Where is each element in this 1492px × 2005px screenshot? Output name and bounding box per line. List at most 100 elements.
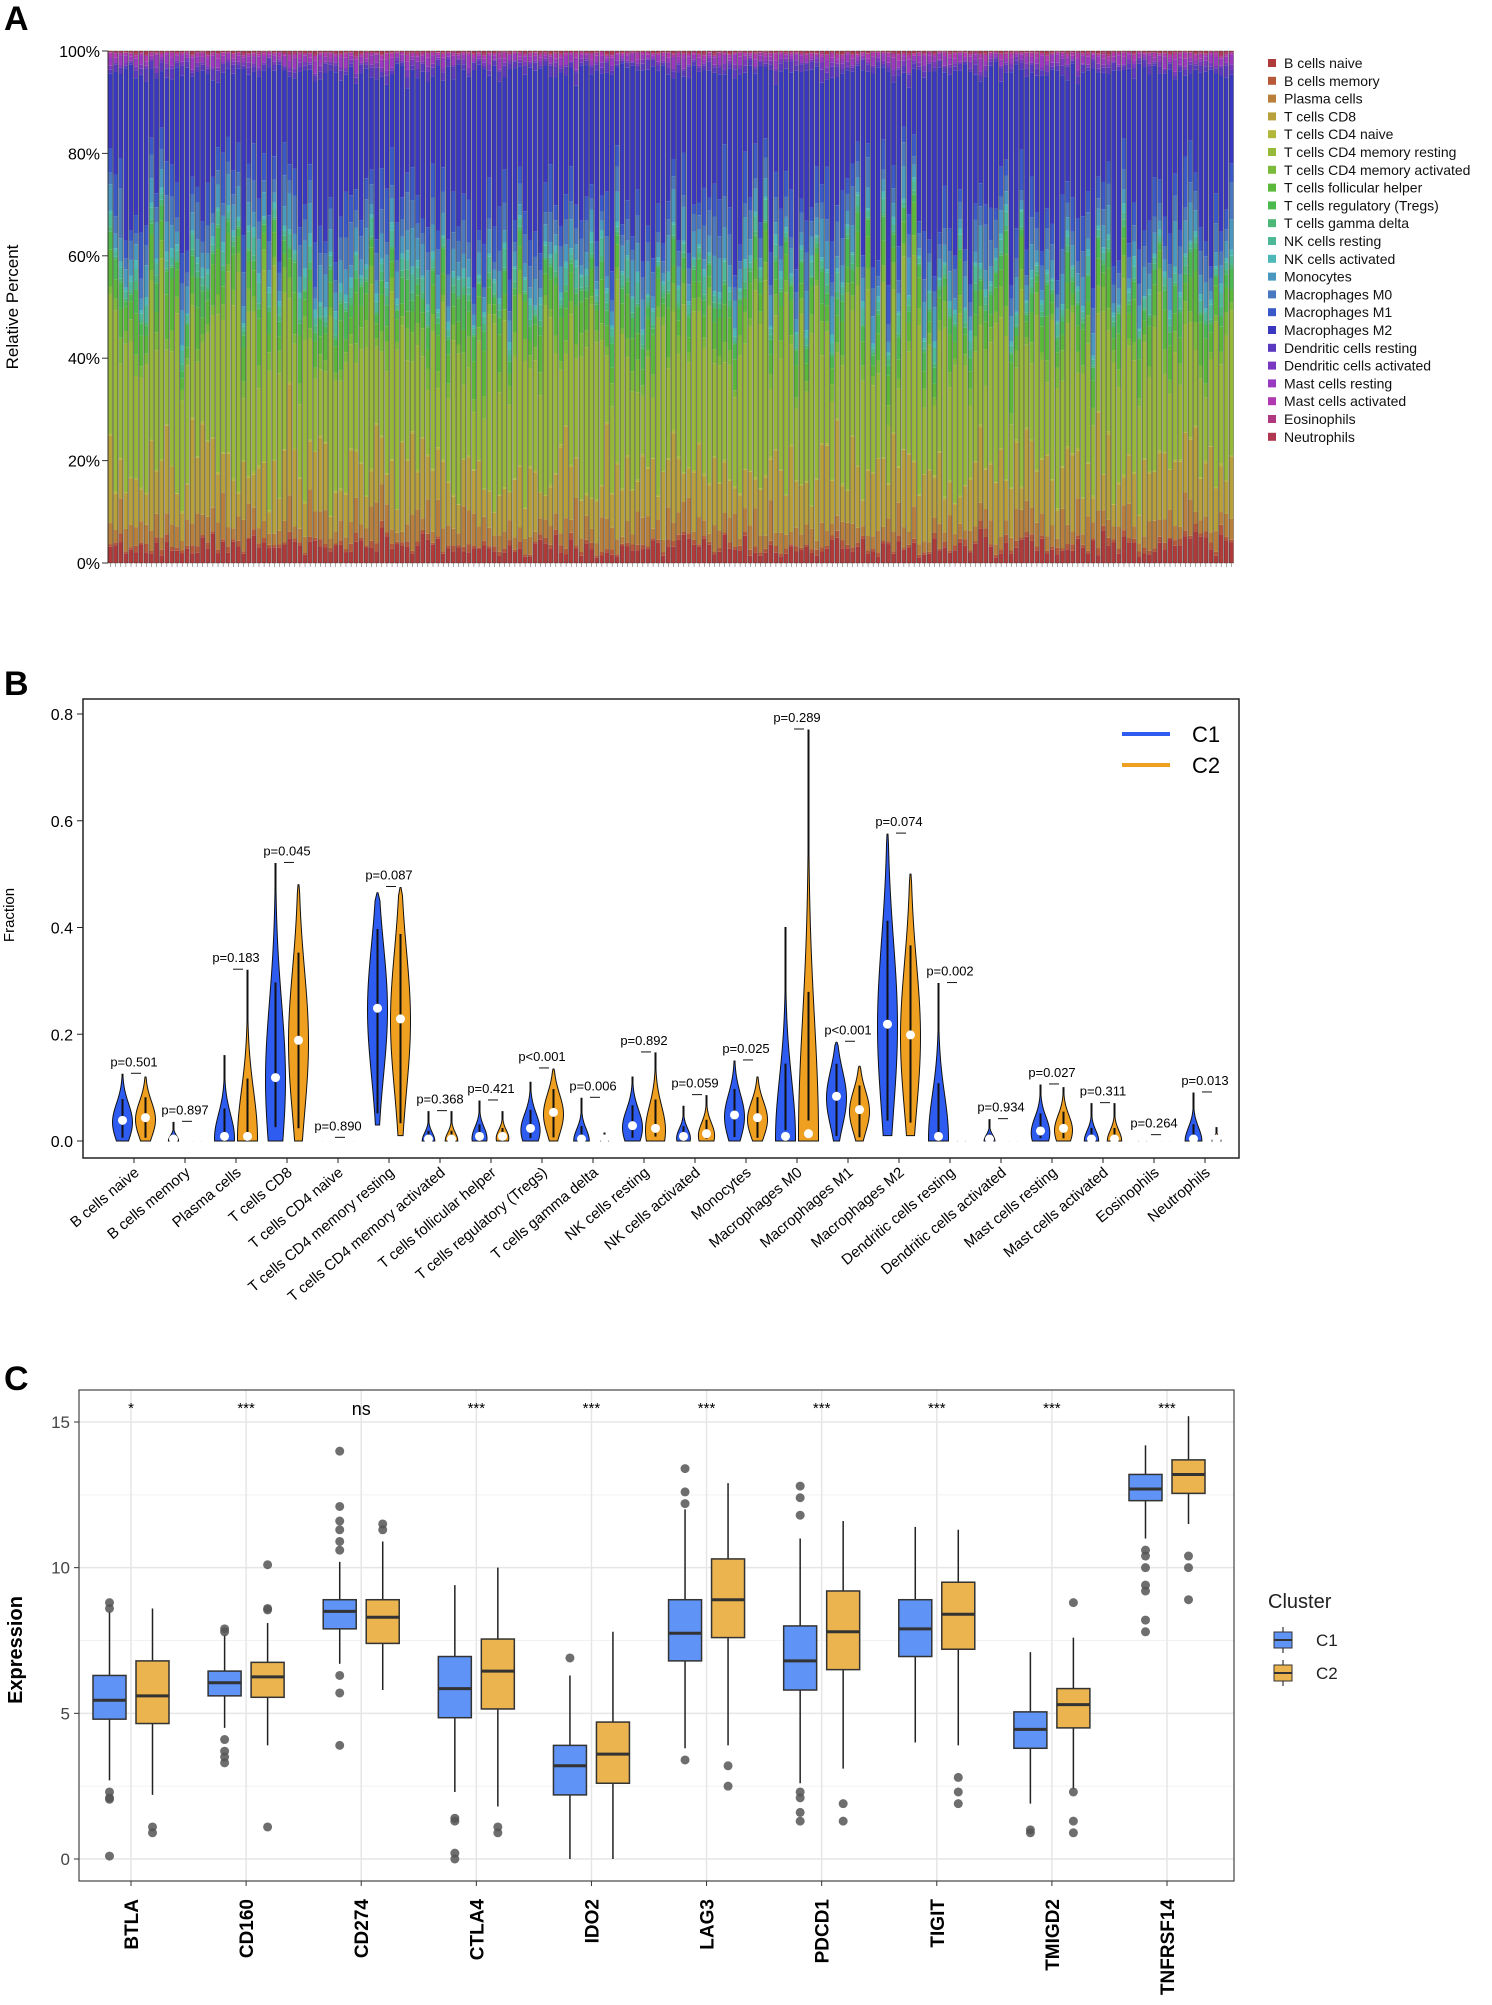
bar-segment — [236, 52, 241, 53]
bar-segment — [835, 515, 840, 531]
bar-segment — [266, 215, 272, 242]
bar-segment — [609, 325, 615, 329]
bar-segment — [717, 309, 722, 319]
bar-segment — [737, 297, 743, 300]
bar-segment — [379, 437, 384, 485]
bar-segment — [144, 305, 149, 323]
bar-segment — [313, 73, 318, 76]
bar-segment — [369, 547, 374, 563]
bar-segment — [737, 538, 743, 546]
bar-segment — [328, 64, 333, 71]
bar-segment — [696, 65, 702, 68]
bar-segment — [1106, 60, 1111, 65]
bar-segment — [1121, 238, 1127, 256]
bar-segment — [179, 345, 185, 351]
bar-segment — [998, 51, 1004, 54]
bar-segment — [932, 51, 937, 54]
bar-segment — [328, 53, 333, 58]
bar-segment — [364, 347, 369, 496]
bar-segment — [604, 191, 610, 237]
bar-segment — [973, 60, 978, 65]
bar-segment — [1039, 75, 1045, 252]
bar-segment — [712, 67, 717, 73]
bar-segment — [615, 53, 620, 55]
bar-segment — [154, 350, 159, 470]
bar-segment — [512, 266, 517, 269]
bar-segment — [128, 319, 134, 341]
bar-segment — [860, 59, 865, 71]
bar-segment — [287, 164, 292, 181]
bar-segment — [891, 216, 896, 225]
bar-segment — [256, 221, 262, 240]
bar-segment — [978, 53, 983, 55]
bar-segment — [599, 51, 604, 52]
bar-segment — [364, 199, 369, 229]
bar-segment — [1162, 216, 1167, 247]
bar-segment — [666, 293, 671, 308]
bar-segment — [1065, 52, 1070, 55]
panel-a-y-axis-title: Relative Percent — [3, 244, 22, 369]
bar-segment — [364, 528, 369, 546]
bar-segment — [707, 52, 712, 56]
bar-segment — [635, 306, 640, 334]
bar-segment — [906, 454, 912, 532]
bar-segment — [998, 252, 1004, 256]
bar-segment — [886, 425, 891, 484]
bar-segment — [522, 301, 528, 339]
bar-segment — [512, 242, 517, 252]
bar-segment — [190, 72, 195, 77]
bar-segment — [461, 295, 466, 330]
bar-segment — [1034, 228, 1040, 251]
bar-segment — [922, 348, 927, 353]
bar-segment — [389, 198, 395, 223]
bar-segment — [471, 361, 477, 400]
bar-segment — [128, 547, 134, 550]
bar-segment — [502, 309, 507, 321]
bar-segment — [533, 256, 538, 280]
bar-segment — [200, 51, 205, 53]
bar-segment — [1126, 51, 1132, 53]
bar-segment — [681, 152, 686, 196]
bar-segment — [717, 318, 722, 356]
bar-segment — [737, 355, 743, 494]
bar-segment — [768, 252, 773, 286]
bar-segment — [481, 55, 487, 59]
bar-segment — [589, 51, 594, 54]
bar-segment — [758, 324, 763, 489]
bar-segment — [1003, 520, 1009, 535]
bar-segment — [430, 468, 436, 471]
bar-segment — [272, 53, 277, 56]
bar-segment — [313, 340, 318, 368]
bar-segment — [113, 259, 118, 280]
bar-segment — [1050, 52, 1055, 54]
bar-segment — [722, 304, 727, 343]
bar-segment — [824, 445, 830, 531]
bar-segment — [553, 53, 558, 59]
bar-segment — [394, 341, 400, 350]
bar-segment — [609, 493, 615, 495]
bar-segment — [942, 65, 947, 68]
bar-segment — [686, 538, 691, 563]
bar-segment — [978, 51, 983, 54]
bar-segment — [348, 344, 354, 449]
bar-segment — [579, 274, 584, 277]
bar-segment — [993, 323, 999, 483]
bar-segment — [394, 541, 400, 545]
bar-segment — [676, 51, 681, 52]
bar-segment — [487, 546, 492, 549]
bar-segment — [118, 282, 123, 309]
bar-segment — [681, 531, 686, 535]
bar-segment — [231, 541, 236, 563]
bar-segment — [231, 478, 236, 481]
bar-segment — [292, 52, 297, 55]
bar-segment — [1167, 393, 1173, 469]
bar-segment — [932, 54, 937, 57]
bar-segment — [333, 492, 338, 532]
bar-segment — [686, 66, 691, 79]
bar-segment — [461, 59, 466, 65]
bar-segment — [1029, 51, 1034, 53]
bar-segment — [947, 482, 952, 516]
bar-segment — [574, 358, 579, 458]
bar-segment — [133, 58, 139, 67]
bar-segment — [906, 311, 912, 323]
